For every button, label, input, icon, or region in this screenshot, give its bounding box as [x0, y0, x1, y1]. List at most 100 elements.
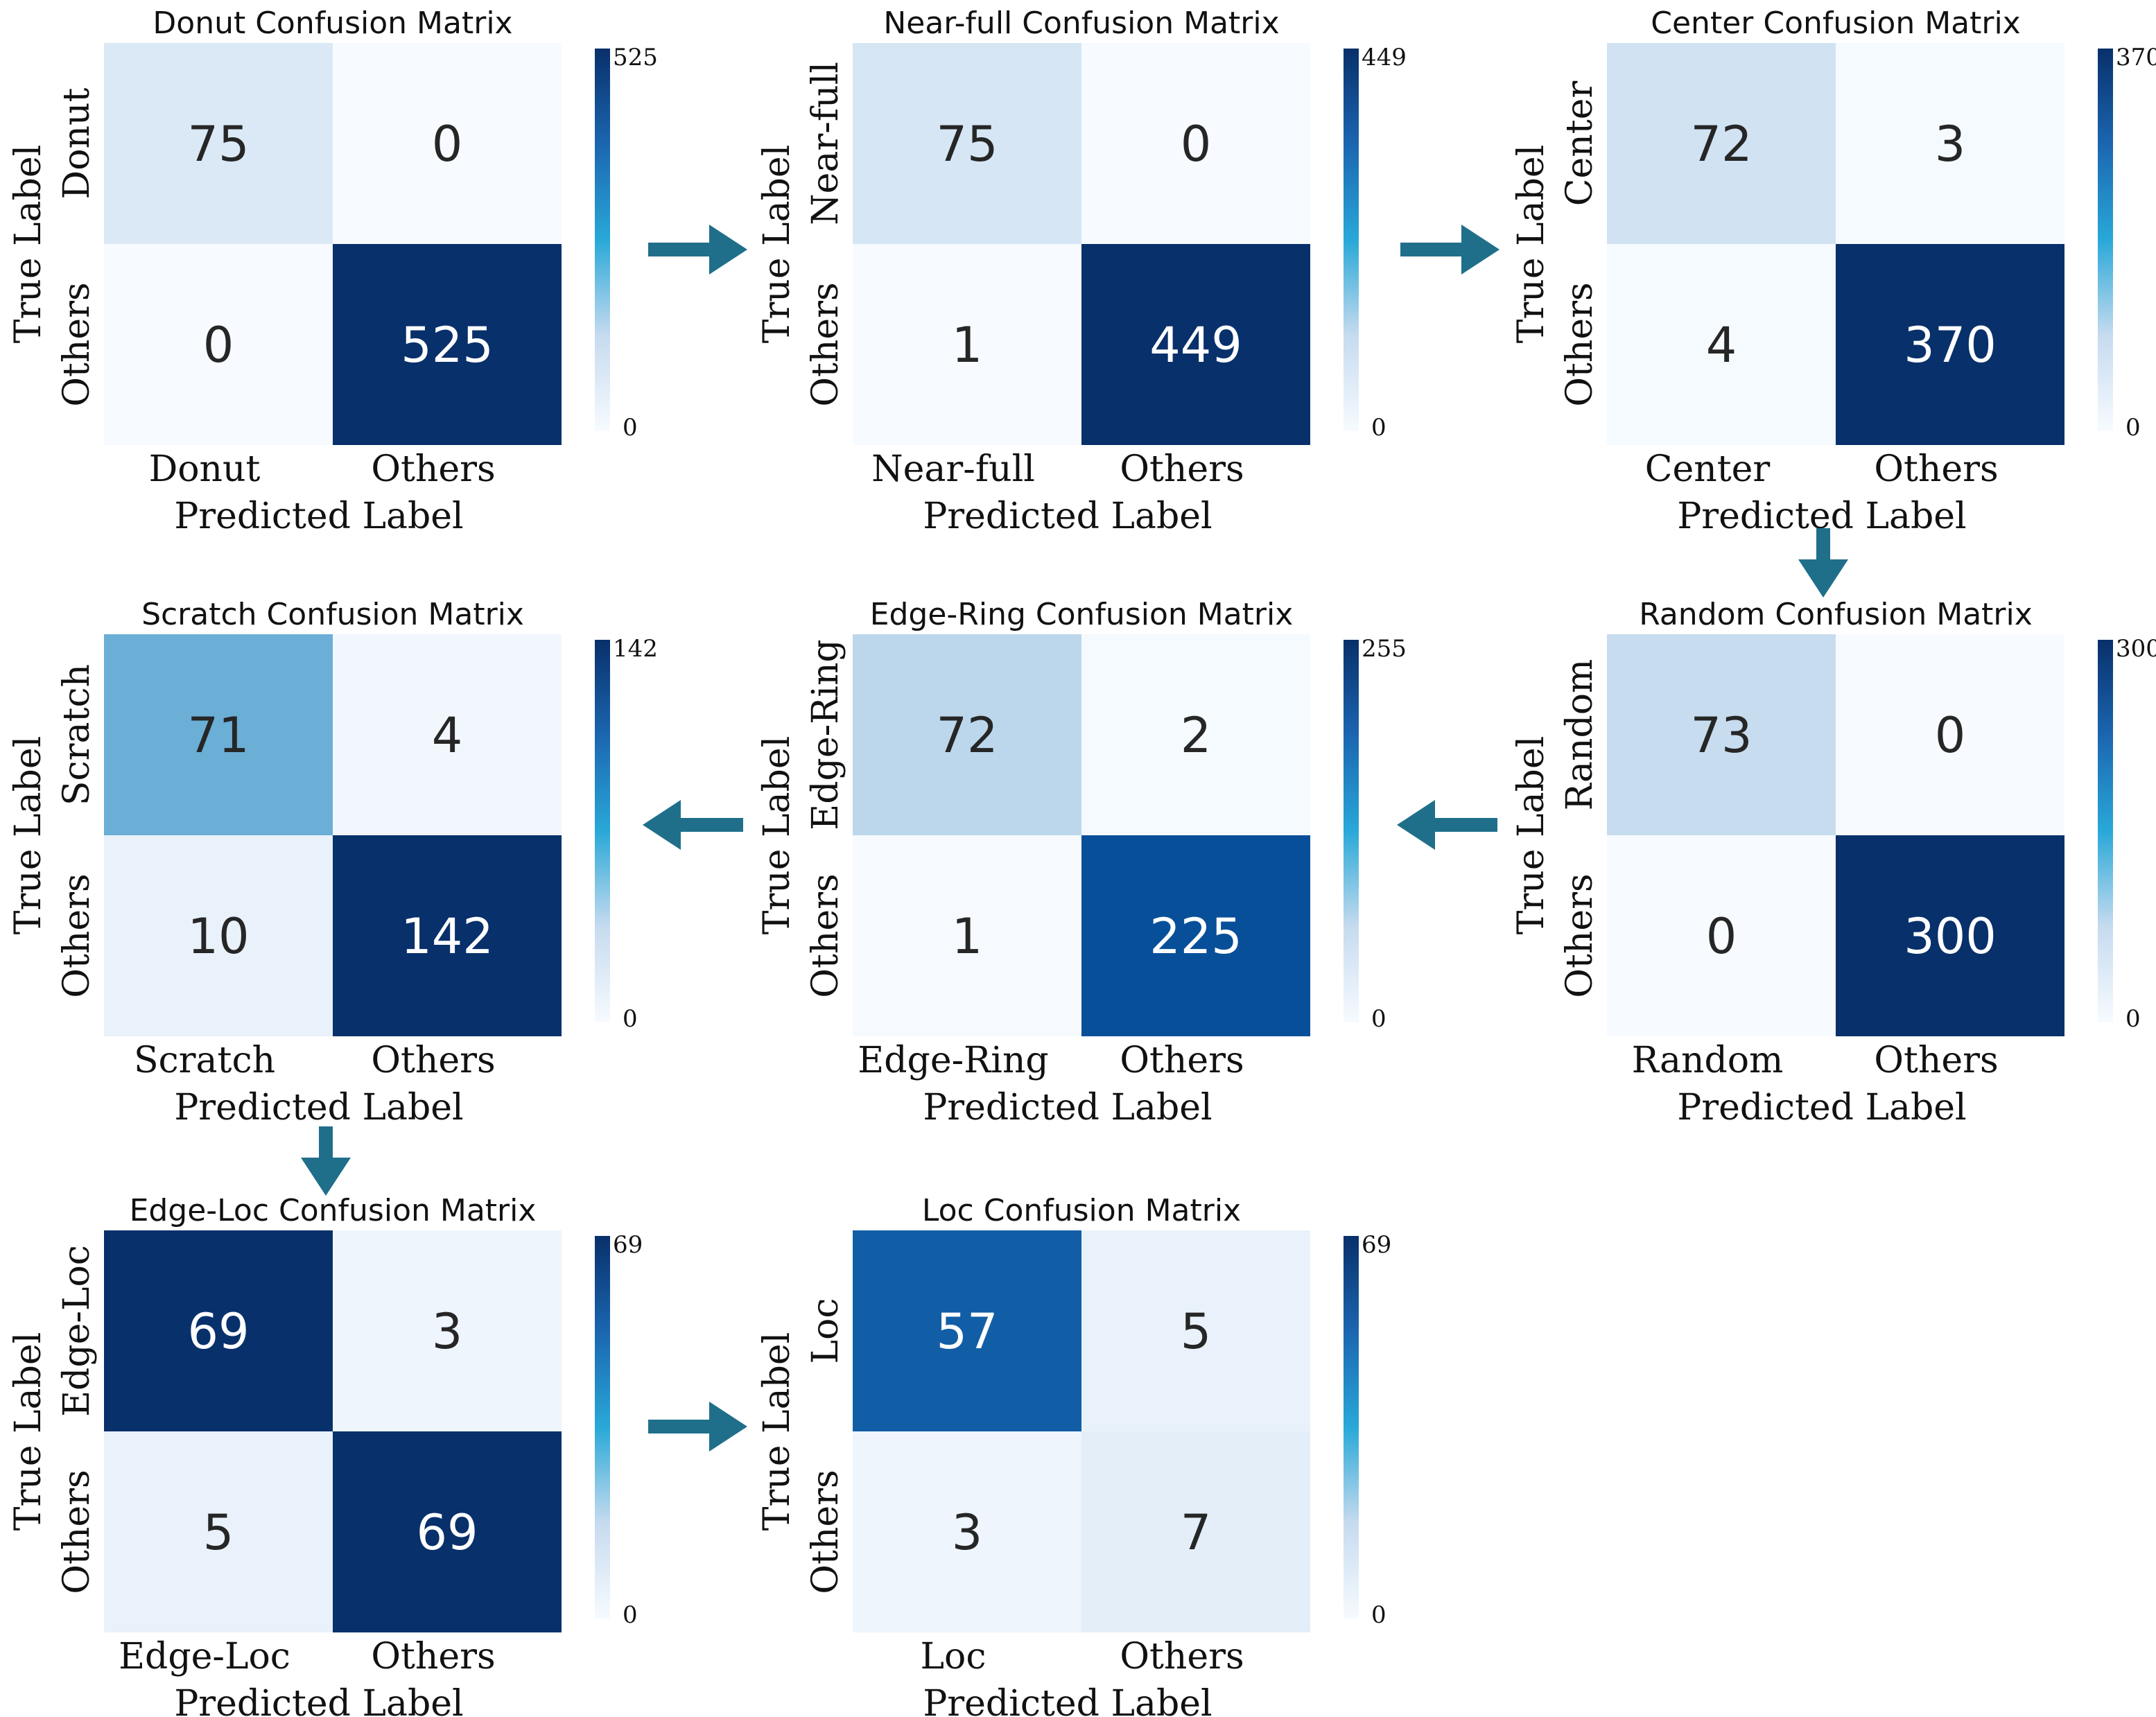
donut-colorbar-min-label: 0: [623, 414, 638, 442]
center-colorbar-max-label: 370: [2116, 44, 2156, 71]
near-full-ylabel: True Label: [756, 145, 798, 344]
center-cell-r1c1: [1836, 244, 2064, 445]
center-xtick-0: Center: [1645, 448, 1771, 490]
loc-xtick-1: Others: [1120, 1636, 1244, 1677]
loc-matrix-title: Loc Confusion Matrix: [922, 1193, 1241, 1228]
edge-ring-cell-r0c1: [1081, 634, 1310, 835]
donut-ytick-1: Others: [56, 282, 98, 406]
flow-arrow-edge-ring-to-scratch-icon: [643, 800, 743, 850]
edge-ring-cell-value-r0c0: 72: [936, 707, 998, 764]
edge-loc-xtick-0: Edge-Loc: [119, 1636, 290, 1677]
near-full-matrix-title: Near-full Confusion Matrix: [883, 6, 1279, 41]
donut-cell-r0c0: [104, 43, 333, 244]
loc-cell-r1c1: [1081, 1431, 1310, 1632]
random-cell-value-r1c1: 300: [1904, 908, 1997, 965]
edge-ring-cell-value-r1c1: 225: [1149, 908, 1242, 965]
donut-confusion-matrix: Donut Confusion Matrix 75 0 0 525 Donut Others…: [8, 6, 658, 537]
edge-loc-matrix-title: Edge-Loc Confusion Matrix: [130, 1193, 537, 1228]
loc-xlabel: Predicted Label: [923, 1683, 1212, 1717]
scratch-cell-value-r1c0: 10: [187, 908, 249, 965]
edge-loc-xlabel: Predicted Label: [174, 1683, 463, 1717]
center-cell-value-r0c1: 3: [1935, 116, 1966, 173]
donut-matrix-title: Donut Confusion Matrix: [153, 6, 512, 41]
edge-loc-cell-r1c1: [333, 1431, 562, 1632]
scratch-cell-value-r1c1: 142: [401, 908, 494, 965]
loc-cell-r0c0: [853, 1230, 1081, 1431]
scratch-colorbar: [595, 640, 610, 1022]
donut-cell-value-r0c1: 0: [432, 116, 463, 173]
edge-ring-colorbar-min-label: 0: [1371, 1005, 1386, 1033]
edge-loc-cell-value-r0c1: 3: [432, 1303, 463, 1360]
random-matrix-title: Random Confusion Matrix: [1639, 597, 2033, 632]
flow-arrow-center-to-random-icon: [1798, 528, 1848, 598]
scratch-xlabel: Predicted Label: [174, 1087, 463, 1128]
donut-cell-r0c1: [333, 43, 562, 244]
random-ytick-1: Others: [1559, 873, 1601, 997]
random-confusion-matrix: Random Confusion Matrix 73 0 0 300 Random Othe…: [1511, 597, 2156, 1128]
edge-ring-matrix-title: Edge-Ring Confusion Matrix: [870, 597, 1294, 632]
edge-loc-ytick-0: Edge-Loc: [56, 1245, 98, 1417]
center-ylabel: True Label: [1511, 145, 1552, 344]
loc-colorbar-max-label: 69: [1362, 1231, 1391, 1259]
edge-ring-colorbar-max-label: 255: [1362, 635, 1407, 663]
loc-xtick-0: Loc: [921, 1636, 986, 1677]
near-full-cell-value-r0c0: 75: [936, 116, 998, 173]
near-full-ytick-1: Others: [805, 282, 846, 406]
center-cell-value-r0c0: 72: [1690, 116, 1752, 173]
near-full-cell-value-r1c1: 449: [1149, 317, 1242, 374]
center-colorbar-min-label: 0: [2125, 414, 2141, 442]
scratch-cell-r0c0: [104, 634, 333, 835]
near-full-colorbar-max-label: 449: [1362, 44, 1407, 71]
near-full-colorbar: [1344, 49, 1359, 431]
loc-cell-r1c0: [853, 1431, 1081, 1632]
scratch-colorbar-min-label: 0: [623, 1005, 638, 1033]
random-xlabel: Predicted Label: [1677, 1087, 1966, 1128]
flow-arrow-near-full-to-center-icon: [1400, 225, 1499, 274]
edge-ring-cell-r1c1: [1081, 835, 1310, 1036]
scratch-cell-r0c1: [333, 634, 562, 835]
edge-loc-confusion-matrix: Edge-Loc Confusion Matrix 69 3 5 69 Edge-Loc O…: [8, 1193, 643, 1717]
edge-loc-xtick-1: Others: [371, 1636, 495, 1677]
near-full-cell-r0c1: [1081, 43, 1310, 244]
edge-loc-colorbar: [595, 1236, 610, 1619]
edge-ring-cell-r0c0: [853, 634, 1081, 835]
near-full-cell-r1c1: [1081, 244, 1310, 445]
center-cell-r1c0: [1607, 244, 1836, 445]
edge-ring-xlabel: Predicted Label: [923, 1087, 1212, 1128]
edge-ring-colorbar: [1344, 640, 1359, 1022]
scratch-cell-r1c1: [333, 835, 562, 1036]
near-full-cell-value-r1c0: 1: [952, 317, 983, 374]
donut-ylabel: True Label: [8, 145, 49, 344]
center-confusion-matrix: Center Confusion Matrix 72 3 4 370 Center Othe…: [1511, 6, 2156, 537]
donut-cell-r1c1: [333, 244, 562, 445]
edge-ring-ylabel: True Label: [756, 736, 798, 935]
random-xtick-0: Random: [1632, 1040, 1784, 1081]
near-full-cell-r0c0: [853, 43, 1081, 244]
edge-loc-colorbar-max-label: 69: [613, 1231, 643, 1259]
loc-ytick-0: Loc: [805, 1298, 846, 1364]
loc-ylabel: True Label: [756, 1332, 798, 1531]
loc-ytick-1: Others: [805, 1470, 846, 1594]
random-colorbar-min-label: 0: [2125, 1005, 2141, 1033]
flow-arrow-donut-to-near-full-icon: [648, 225, 747, 274]
edge-ring-cell-value-r0c1: 2: [1181, 707, 1212, 764]
flow-arrow-scratch-to-edge-loc-icon: [301, 1126, 351, 1196]
near-full-xlabel: Predicted Label: [923, 496, 1212, 537]
scratch-cell-value-r0c1: 4: [432, 707, 463, 764]
near-full-xtick-1: Others: [1120, 448, 1244, 490]
donut-xtick-1: Others: [371, 448, 495, 490]
scratch-xtick-1: Others: [371, 1040, 495, 1081]
edge-ring-cell-value-r1c0: 1: [952, 908, 983, 965]
scratch-xtick-0: Scratch: [134, 1040, 275, 1081]
center-cell-r0c0: [1607, 43, 1836, 244]
edge-loc-cell-r1c0: [104, 1431, 333, 1632]
scratch-matrix-title: Scratch Confusion Matrix: [141, 597, 524, 632]
loc-confusion-matrix: Loc Confusion Matrix 57 5 3 7 Loc Others Predic…: [756, 1193, 1391, 1717]
edge-loc-colorbar-min-label: 0: [623, 1601, 638, 1629]
loc-cell-r0c1: [1081, 1230, 1310, 1431]
loc-cell-value-r1c0: 3: [952, 1504, 983, 1561]
loc-cell-value-r1c1: 7: [1181, 1504, 1212, 1561]
center-ytick-1: Others: [1559, 282, 1601, 406]
random-cell-value-r0c1: 0: [1935, 707, 1966, 764]
near-full-ytick-0: Near-full: [805, 62, 846, 225]
